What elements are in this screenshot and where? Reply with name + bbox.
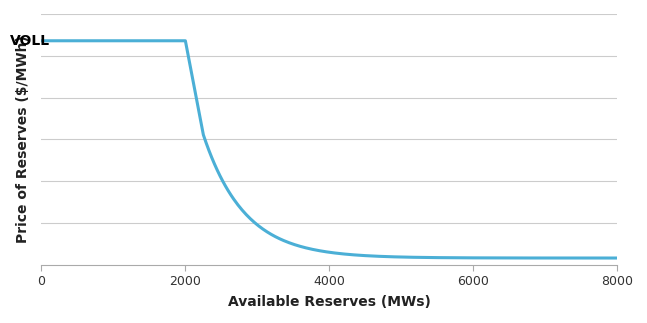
X-axis label: Available Reserves (MWs): Available Reserves (MWs) — [228, 295, 431, 309]
Y-axis label: Price of Reserves ($/MWh): Price of Reserves ($/MWh) — [16, 36, 30, 243]
Text: VOLL: VOLL — [10, 34, 50, 48]
